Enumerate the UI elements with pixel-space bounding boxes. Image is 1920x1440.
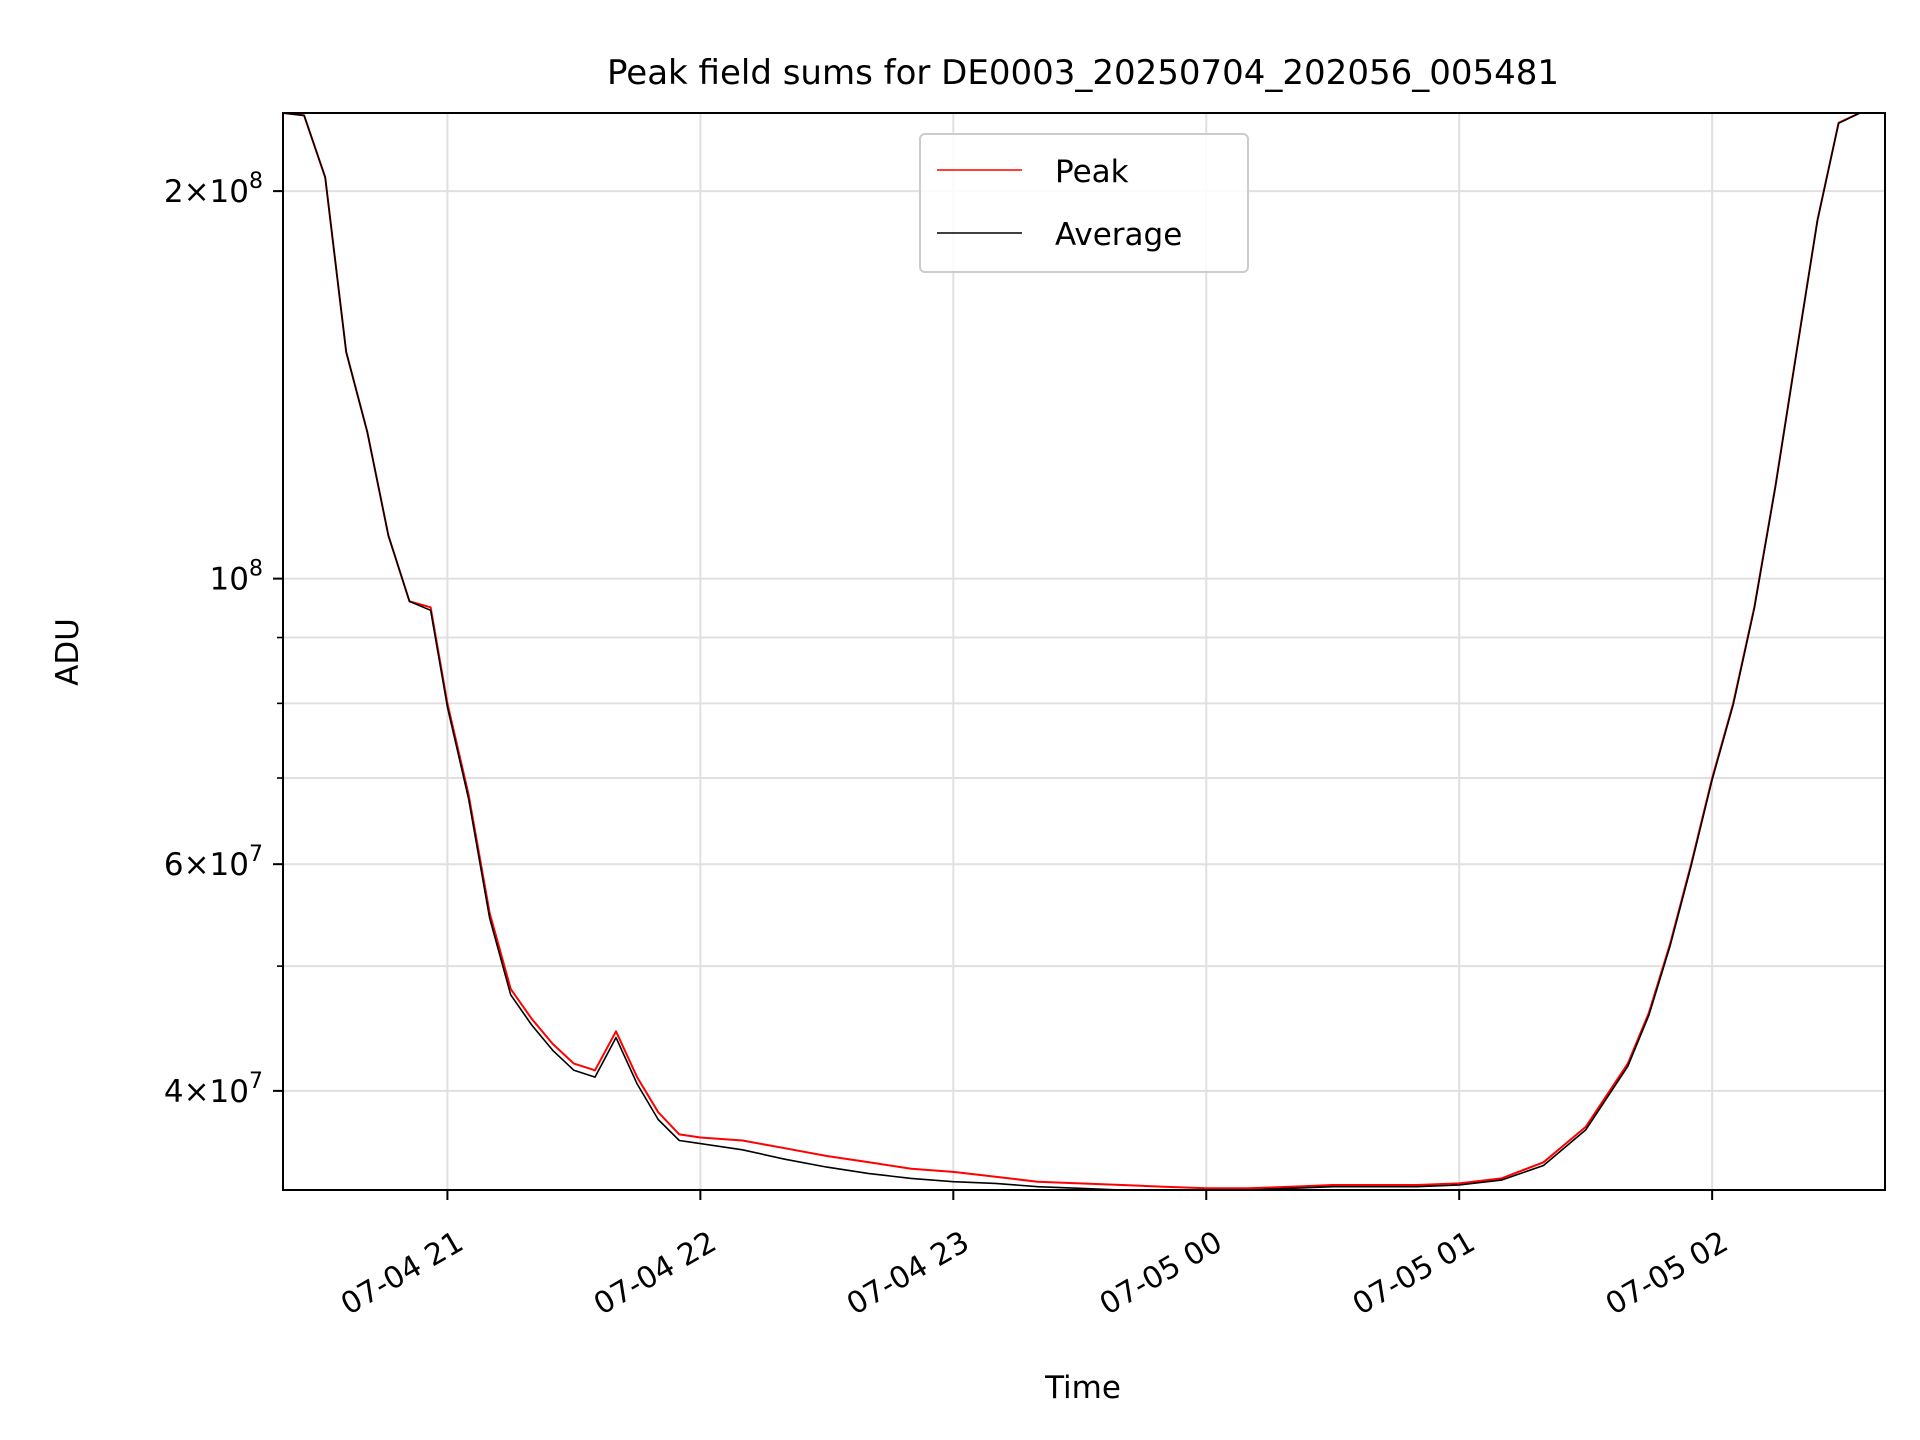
legend: Peak Average — [919, 133, 1249, 273]
legend-label-peak: Peak — [1055, 154, 1129, 190]
x-axis-label: Time — [1044, 1370, 1121, 1406]
y-tick-label: 108 — [210, 557, 263, 598]
x-tick-label: 07-04 23 — [841, 1225, 975, 1323]
x-tick-label: 07-05 02 — [1600, 1225, 1734, 1323]
x-axis: 07-04 21 07-04 22 07-04 23 07-05 00 07-05 01… — [335, 1190, 1734, 1322]
series-line-average — [282, 112, 1885, 1191]
grid — [283, 113, 1885, 1190]
x-tick-label: 07-05 00 — [1094, 1225, 1228, 1323]
series-lines — [282, 112, 1885, 1191]
legend-label-average: Average — [1055, 217, 1182, 253]
y-axis: 4×107 6×107 108 2×108 — [164, 169, 283, 1110]
y-axis-label: ADU — [50, 618, 86, 686]
x-tick-label: 07-05 01 — [1347, 1225, 1481, 1323]
legend-box — [919, 133, 1249, 273]
y-tick-label: 6×107 — [164, 842, 263, 883]
plot-frame — [282, 112, 1886, 1191]
y-tick-label: 2×108 — [164, 169, 263, 210]
y-tick-label: 4×107 — [164, 1069, 263, 1110]
chart-title: Peak field sums for DE0003_20250704_2020… — [607, 53, 1559, 93]
x-tick-label: 07-04 22 — [588, 1225, 722, 1323]
x-tick-label: 07-04 21 — [335, 1225, 469, 1323]
